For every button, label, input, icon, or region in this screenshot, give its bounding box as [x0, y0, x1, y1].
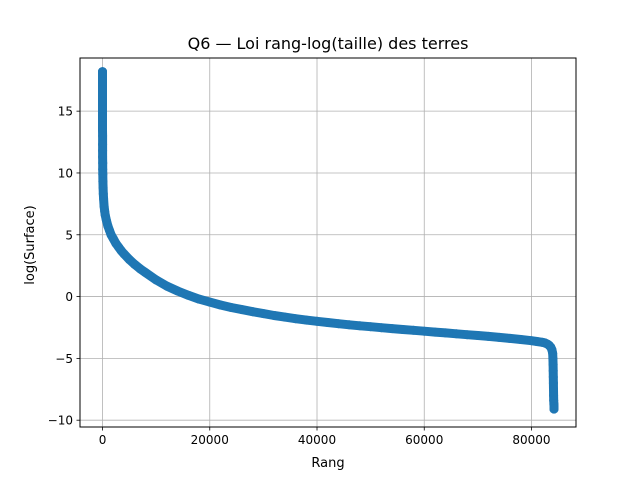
data-point: [366, 322, 376, 332]
x-tick-label: 80000: [512, 433, 550, 447]
x-tick-label: 0: [99, 433, 107, 447]
data-point: [98, 96, 107, 106]
data-point: [419, 326, 429, 336]
x-tick-label: 60000: [405, 433, 443, 447]
data-point: [409, 325, 418, 335]
data-point: [98, 67, 107, 77]
y-tick-label: 0: [65, 290, 73, 304]
data-point: [226, 303, 236, 312]
data-point: [98, 131, 108, 141]
data-point: [194, 294, 204, 304]
data-point: [140, 268, 150, 277]
data-point: [98, 146, 108, 156]
data-point: [183, 290, 193, 300]
data-point: [216, 300, 225, 310]
data-point: [301, 315, 311, 325]
y-tick-label: −5: [55, 352, 73, 366]
data-point: [291, 314, 301, 324]
data-point: [334, 319, 343, 329]
y-ticks: −10 −5 0 5 10 15: [48, 105, 80, 428]
data-point: [98, 158, 108, 168]
data-point: [248, 307, 258, 317]
data-point: [430, 327, 440, 337]
data-point: [441, 328, 451, 338]
data-point: [355, 321, 365, 331]
data-point: [376, 323, 386, 333]
series-layer: [98, 67, 559, 414]
data-point: [516, 335, 526, 344]
y-axis-label: log(Surface): [23, 205, 38, 285]
chart-title: Q6 — Loi rang-log(taille) des terres: [188, 34, 469, 53]
data-point: [151, 275, 161, 285]
data-point: [473, 331, 483, 340]
y-tick-label: −10: [48, 414, 73, 428]
data-point: [387, 324, 397, 334]
data-point: [173, 286, 183, 296]
data-point: [205, 297, 215, 307]
y-tick-label: 15: [58, 105, 73, 119]
y-tick-label: 5: [65, 228, 73, 242]
data-point: [462, 330, 472, 340]
data-point: [312, 316, 322, 326]
data-point: [280, 312, 290, 322]
data-point: [323, 318, 333, 327]
data-point: [98, 77, 107, 86]
data-point: [269, 311, 279, 320]
data-point: [98, 140, 108, 149]
x-tick-label: 40000: [298, 433, 336, 447]
data-point: [98, 169, 108, 179]
data-point: [484, 331, 494, 341]
data-point: [344, 320, 354, 330]
data-point: [398, 325, 408, 334]
data-point: [451, 329, 461, 339]
x-tick-label: 20000: [191, 433, 229, 447]
data-point: [494, 332, 504, 342]
plot-frame: [79, 57, 577, 428]
data-point: [119, 249, 129, 259]
data-point: [162, 281, 172, 291]
data-point: [549, 404, 559, 414]
grid: [80, 58, 576, 427]
data-point: [258, 309, 268, 319]
data-point: [99, 194, 109, 204]
data-point: [237, 305, 247, 315]
data-point: [505, 333, 515, 343]
x-ticks: 0 20000 40000 60000 80000: [99, 427, 551, 447]
x-axis-label: Rang: [311, 456, 344, 471]
data-point: [98, 112, 107, 122]
y-tick-label: 10: [58, 166, 73, 180]
